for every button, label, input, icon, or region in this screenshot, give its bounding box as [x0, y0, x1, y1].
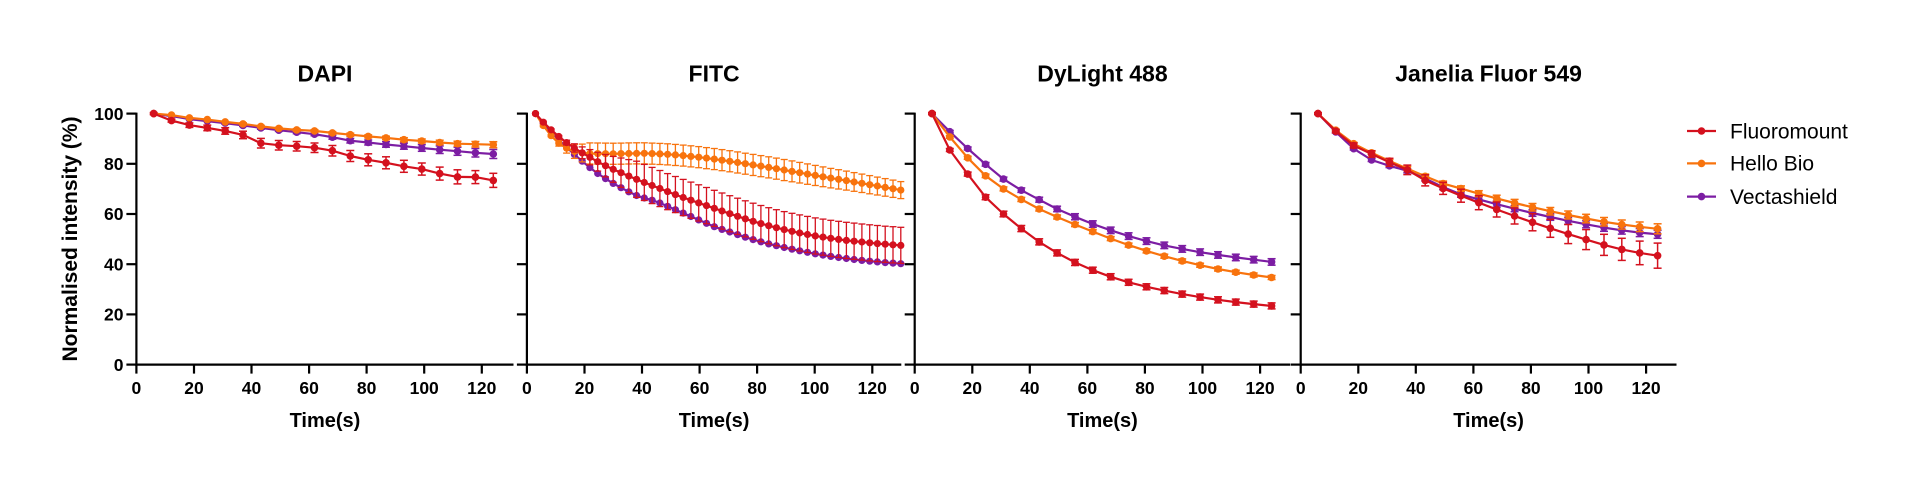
svg-text:0: 0: [1296, 378, 1306, 398]
svg-text:20: 20: [184, 378, 204, 398]
svg-text:80: 80: [747, 378, 767, 398]
svg-text:20: 20: [1349, 378, 1369, 398]
svg-text:60: 60: [1078, 378, 1098, 398]
svg-text:40: 40: [242, 378, 262, 398]
svg-text:120: 120: [467, 378, 496, 398]
svg-text:Fluoromount: Fluoromount: [1730, 120, 1848, 143]
svg-text:60: 60: [299, 378, 319, 398]
svg-text:60: 60: [104, 204, 124, 224]
svg-text:80: 80: [1521, 378, 1541, 398]
svg-text:Time(s): Time(s): [679, 410, 750, 432]
svg-text:60: 60: [1464, 378, 1484, 398]
svg-text:Time(s): Time(s): [1067, 410, 1138, 432]
svg-text:Time(s): Time(s): [1453, 410, 1524, 432]
svg-text:40: 40: [632, 378, 652, 398]
svg-text:80: 80: [104, 154, 124, 174]
svg-text:FITC: FITC: [689, 61, 740, 87]
svg-text:120: 120: [858, 378, 887, 398]
svg-text:0: 0: [132, 378, 142, 398]
svg-text:0: 0: [114, 355, 124, 375]
svg-text:Time(s): Time(s): [290, 410, 361, 432]
svg-text:Normalised intensity (%): Normalised intensity (%): [59, 116, 82, 361]
svg-text:20: 20: [575, 378, 595, 398]
svg-text:100: 100: [94, 104, 123, 124]
svg-text:DAPI: DAPI: [297, 61, 352, 87]
svg-text:Janelia Fluor 549: Janelia Fluor 549: [1395, 61, 1582, 87]
svg-text:100: 100: [1574, 378, 1603, 398]
svg-text:0: 0: [910, 378, 920, 398]
svg-text:40: 40: [104, 254, 124, 274]
svg-text:20: 20: [963, 378, 983, 398]
svg-text:80: 80: [357, 378, 377, 398]
svg-text:120: 120: [1631, 378, 1660, 398]
svg-text:Vectashield: Vectashield: [1730, 186, 1837, 209]
svg-text:0: 0: [522, 378, 532, 398]
svg-text:80: 80: [1135, 378, 1155, 398]
svg-text:100: 100: [410, 378, 439, 398]
svg-text:60: 60: [690, 378, 710, 398]
svg-text:Hello Bio: Hello Bio: [1730, 153, 1814, 176]
svg-text:100: 100: [1188, 378, 1217, 398]
svg-text:120: 120: [1245, 378, 1274, 398]
svg-text:20: 20: [104, 305, 124, 325]
svg-text:DyLight 488: DyLight 488: [1037, 61, 1168, 87]
svg-text:40: 40: [1406, 378, 1426, 398]
svg-text:100: 100: [800, 378, 829, 398]
svg-text:40: 40: [1020, 378, 1040, 398]
